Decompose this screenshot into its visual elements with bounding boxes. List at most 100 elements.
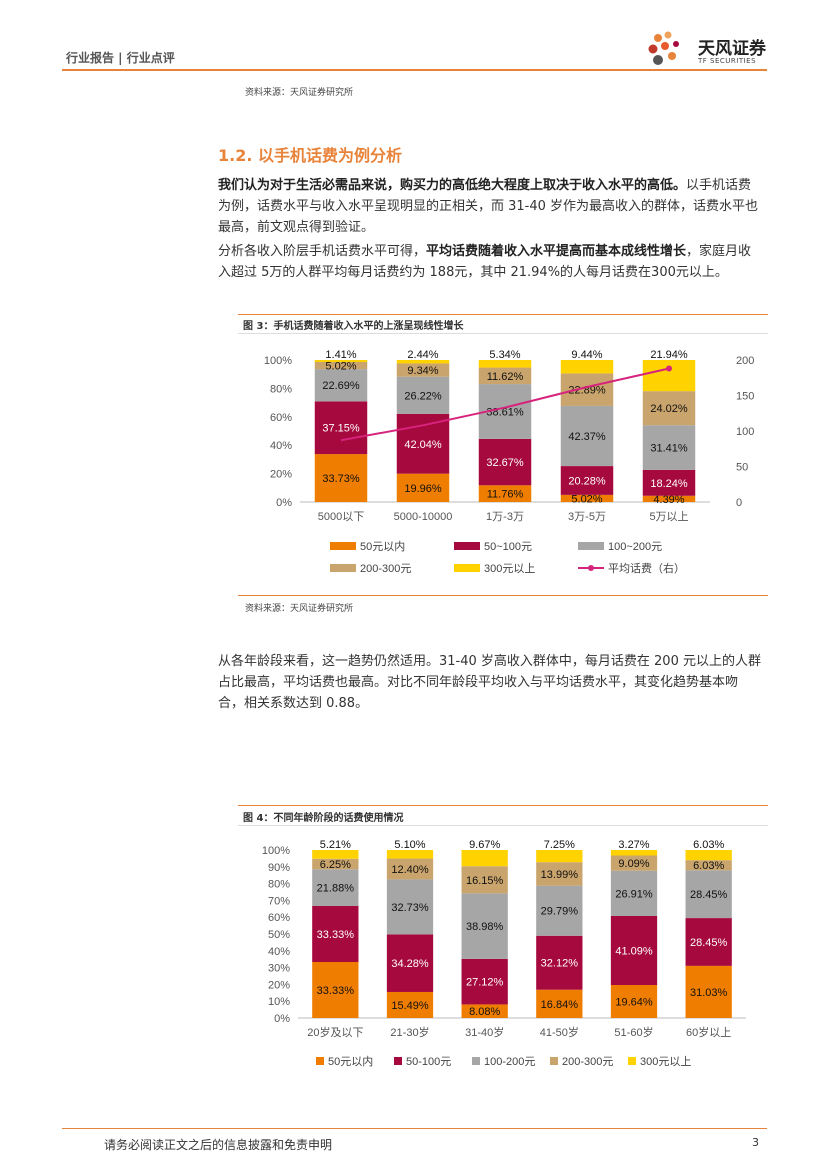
- paragraph-1: 我们认为对于生活必需品来说，购买力的高低绝大程度上取决于收入水平的高低。以手机话…: [218, 175, 761, 238]
- legend-label: 200-300元: [562, 1056, 613, 1068]
- bar-segment: [685, 918, 732, 966]
- data-label: 27.12%: [466, 977, 504, 989]
- data-label: 5.10%: [394, 839, 425, 851]
- logo-text-en: TF SECURITIES: [698, 57, 757, 65]
- y-tick-label: 60%: [270, 412, 292, 424]
- bar-segment: [312, 906, 359, 963]
- x-tick-label: 31-40岁: [465, 1025, 504, 1039]
- data-label: 37.15%: [322, 423, 360, 435]
- bar-segment: [478, 438, 532, 486]
- y-tick-label: 0%: [276, 497, 292, 509]
- paragraph-1-bold: 我们认为对于生活必需品来说，购买力的高低绝大程度上取决于收入水平的高低。: [218, 178, 687, 193]
- bar-segment: [312, 850, 359, 859]
- fig3-top-line: [238, 314, 768, 315]
- fig4-top-line: [238, 805, 768, 806]
- data-label: 41.09%: [615, 945, 653, 957]
- bar-segment: [386, 934, 434, 992]
- y-tick-label: 80%: [268, 879, 290, 891]
- bar-segment: [396, 473, 450, 502]
- logo-text-cn: 天风证券: [698, 39, 766, 59]
- fig3-title: 图 3：手机话费随着收入水平的上涨呈现线性增长: [243, 321, 464, 332]
- data-label: 31.41%: [650, 443, 688, 455]
- bar-segment: [560, 373, 614, 406]
- y-tick-label: 30%: [268, 963, 290, 975]
- legend-swatch: [394, 1057, 402, 1065]
- data-label: 16.15%: [466, 875, 504, 887]
- data-label: 24.02%: [650, 403, 688, 415]
- bar-segment: [536, 935, 583, 990]
- page-number: 3: [752, 1136, 759, 1149]
- data-label: 5.34%: [489, 349, 520, 361]
- paragraph-2: 分析各收入阶层手机话费水平可得，平均话费随着收入水平提高而基本成线性增长，家庭月…: [218, 241, 761, 283]
- data-label: 21.88%: [317, 883, 355, 895]
- header-breadcrumb: 行业报告 | 行业点评: [66, 51, 175, 65]
- bar-segment: [642, 495, 696, 502]
- x-tick-label: 51-60岁: [614, 1025, 653, 1039]
- data-label: 33.73%: [322, 473, 360, 485]
- bar-segment: [396, 360, 450, 364]
- data-label: 9.67%: [469, 839, 500, 851]
- fig3-bottom-line: [238, 595, 768, 596]
- x-tick-label: 5000以下: [318, 511, 364, 523]
- fig3-title-rule: [238, 333, 768, 334]
- data-label: 28.45%: [690, 889, 728, 901]
- legend-label: 300元以上: [640, 1055, 691, 1068]
- data-label: 16.84%: [541, 999, 579, 1011]
- data-label: 5.02%: [571, 493, 602, 505]
- x-tick-label: 60岁以上: [686, 1025, 731, 1039]
- bar-segment: [536, 885, 583, 936]
- data-label: 22.89%: [568, 385, 606, 397]
- data-label: 19.64%: [615, 997, 653, 1009]
- paragraph-2-pre: 分析各收入阶层手机话费水平可得，: [218, 244, 427, 259]
- legend-swatch: [316, 1057, 324, 1065]
- y-tick-label: 100%: [264, 355, 292, 367]
- bar-segment: [536, 862, 583, 886]
- y-tick-label: 20%: [268, 979, 290, 991]
- legend-label: 平均话费（右）: [608, 561, 685, 575]
- data-label: 19.96%: [404, 483, 442, 495]
- legend-swatch-marker: [588, 565, 594, 571]
- bar-segment: [685, 860, 732, 871]
- data-label: 7.25%: [544, 839, 575, 851]
- data-label: 32.73%: [391, 902, 429, 914]
- y2-tick-label: 150: [736, 391, 754, 403]
- bar-segment: [610, 855, 658, 871]
- paragraph-1-text: 以手机话费为例，话费水平与收入水平呈现明显的正相关，而 31-40 岁作为最高收…: [218, 178, 759, 235]
- legend-swatch: [550, 1057, 558, 1065]
- fig3-source: 资料来源：天风证券研究所: [245, 604, 354, 614]
- data-label: 5.21%: [320, 839, 351, 851]
- bar-segment: [312, 962, 359, 1018]
- data-label: 20.28%: [568, 475, 606, 487]
- data-label: 1.41%: [325, 349, 356, 361]
- paragraph-2-bold: 平均话费随着收入水平提高而基本成线性增长: [426, 244, 687, 259]
- x-tick-label: 5万以上: [649, 510, 688, 523]
- fig4-title-rule: [238, 825, 768, 826]
- data-label: 6.03%: [693, 839, 724, 851]
- y-tick-label: 100%: [262, 845, 290, 857]
- bar-segment: [642, 360, 696, 392]
- data-label: 13.99%: [541, 869, 579, 881]
- y-tick-label: 0%: [274, 1013, 290, 1025]
- data-label: 26.22%: [404, 390, 442, 402]
- data-label: 3.27%: [618, 839, 649, 851]
- legend-label: 200-300元: [360, 563, 411, 575]
- paragraph-3: 从各年龄段来看，这一趋势仍然适用。31-40 岁高收入群体中，每月话费在 200…: [218, 654, 761, 711]
- legend-label: 50-100元: [406, 1056, 451, 1068]
- legend-swatch: [330, 542, 356, 550]
- bar-segment: [536, 850, 583, 863]
- data-label: 11.62%: [487, 371, 524, 383]
- bar-segment: [461, 850, 508, 867]
- bar-segment: [560, 466, 614, 495]
- y-tick-label: 60%: [268, 912, 290, 924]
- bar-segment: [685, 850, 732, 861]
- legend-label: 100~200元: [608, 541, 662, 553]
- data-label: 9.44%: [571, 349, 602, 361]
- y2-tick-label: 50: [736, 462, 748, 474]
- bar-segment: [560, 405, 614, 467]
- data-label: 5.02%: [325, 361, 356, 373]
- bar-segment: [461, 1004, 508, 1018]
- bar-segment: [314, 369, 368, 402]
- footer-disclaimer: 请务必阅读正文之后的信息披露和免责申明: [104, 1138, 333, 1152]
- source-note-top: 资料来源：天风证券研究所: [245, 88, 354, 98]
- x-tick-label: 21-30岁: [390, 1025, 429, 1039]
